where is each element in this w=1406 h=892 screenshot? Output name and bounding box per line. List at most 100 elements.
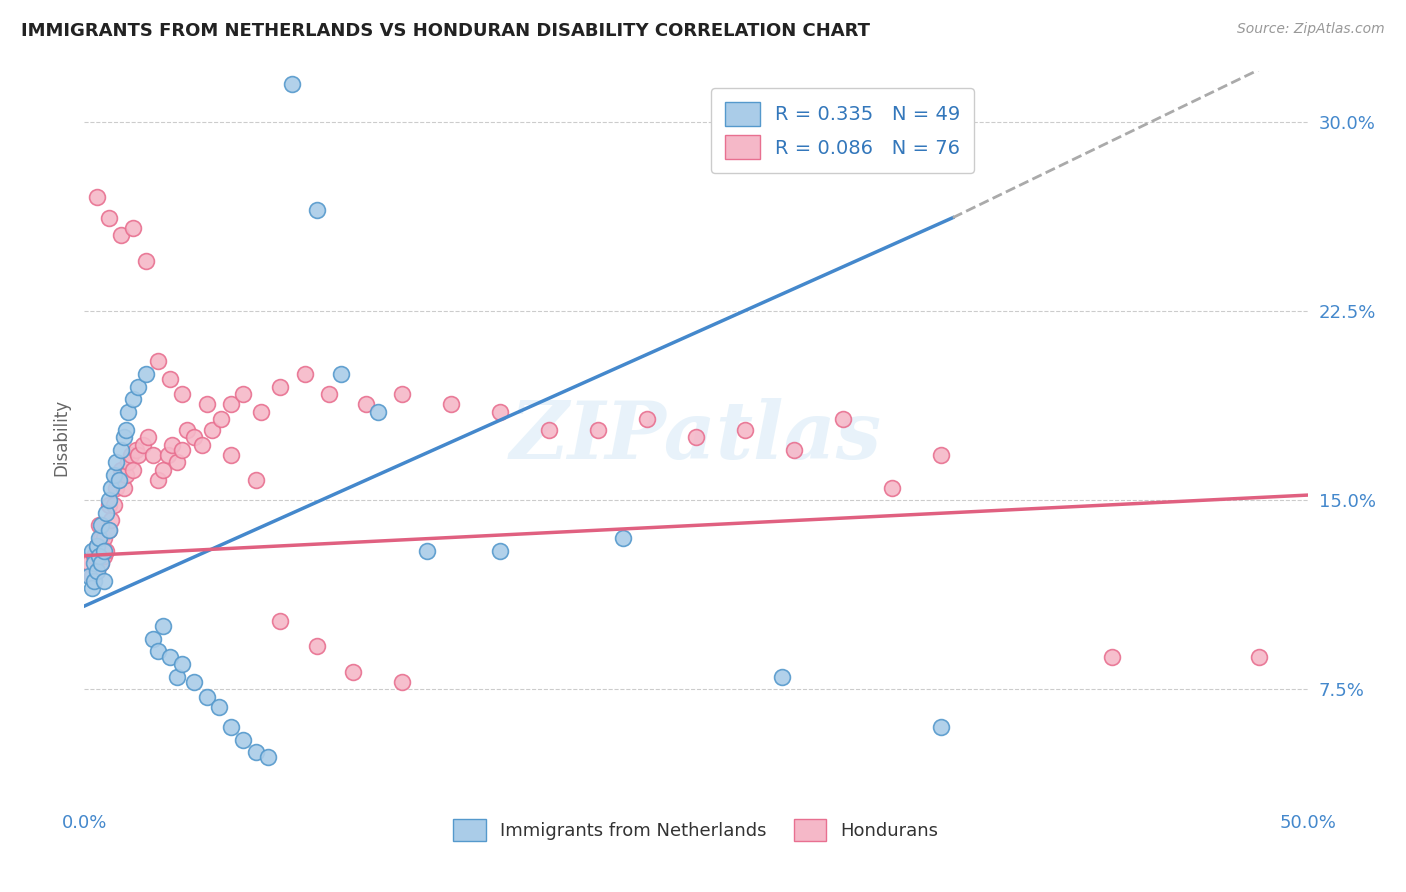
Point <box>1101 649 1123 664</box>
Point <box>142 632 165 646</box>
Point <box>538 423 561 437</box>
Point <box>90 518 112 533</box>
Point <box>107 473 129 487</box>
Point <box>305 203 328 218</box>
Point <box>195 397 218 411</box>
Point <box>87 531 110 545</box>
Point <box>200 423 222 437</box>
Point <box>219 397 242 411</box>
Point <box>127 448 149 462</box>
Point <box>135 367 157 381</box>
Point <box>172 657 194 671</box>
Point <box>110 228 132 243</box>
Point <box>110 463 132 477</box>
Point <box>86 190 108 204</box>
Point <box>122 463 145 477</box>
Point <box>281 77 304 91</box>
Point <box>142 448 165 462</box>
Point <box>416 543 439 558</box>
Point <box>90 531 112 545</box>
Point <box>97 493 120 508</box>
Point <box>127 379 149 393</box>
Point <box>183 430 205 444</box>
Point <box>1247 649 1270 664</box>
Point <box>176 423 198 437</box>
Point <box>172 442 194 457</box>
Point <box>489 405 512 419</box>
Point <box>159 649 181 664</box>
Text: IMMIGRANTS FROM NETHERLANDS VS HONDURAN DISABILITY CORRELATION CHART: IMMIGRANTS FROM NETHERLANDS VS HONDURAN … <box>21 22 870 40</box>
Point <box>97 211 120 225</box>
Point <box>96 506 118 520</box>
Point <box>305 640 328 654</box>
Point <box>136 430 159 444</box>
Point <box>93 574 115 588</box>
Point <box>80 569 103 583</box>
Point <box>195 690 218 704</box>
Point <box>734 423 756 437</box>
Point <box>249 405 271 419</box>
Point <box>100 513 122 527</box>
Point <box>586 423 609 437</box>
Point <box>135 253 157 268</box>
Point <box>97 524 120 538</box>
Point <box>112 430 135 444</box>
Point <box>257 750 280 764</box>
Point <box>172 387 194 401</box>
Point <box>685 430 707 444</box>
Point <box>117 455 139 469</box>
Point <box>191 437 214 451</box>
Point <box>219 720 242 734</box>
Point <box>110 442 132 457</box>
Point <box>83 556 105 570</box>
Point <box>105 455 128 469</box>
Point <box>87 518 110 533</box>
Point <box>156 448 179 462</box>
Point <box>80 543 103 558</box>
Point <box>152 463 174 477</box>
Point <box>103 498 125 512</box>
Point <box>80 582 103 596</box>
Point <box>354 397 377 411</box>
Point <box>489 543 512 558</box>
Point <box>93 543 115 558</box>
Point <box>183 674 205 689</box>
Point <box>342 665 364 679</box>
Point <box>93 549 115 563</box>
Text: ZIPatlas: ZIPatlas <box>510 399 882 475</box>
Point <box>77 569 100 583</box>
Point <box>929 448 952 462</box>
Point <box>90 556 112 570</box>
Point <box>318 387 340 401</box>
Point <box>146 473 169 487</box>
Point <box>93 531 115 545</box>
Point <box>146 644 169 658</box>
Point <box>86 564 108 578</box>
Point <box>269 379 291 393</box>
Point <box>103 467 125 482</box>
Point <box>120 448 142 462</box>
Point <box>152 619 174 633</box>
Point <box>112 481 135 495</box>
Legend: Immigrants from Netherlands, Hondurans: Immigrants from Netherlands, Hondurans <box>446 812 946 848</box>
Point <box>122 220 145 235</box>
Point <box>86 564 108 578</box>
Point <box>132 437 155 451</box>
Point <box>96 543 118 558</box>
Point <box>636 412 658 426</box>
Point <box>159 372 181 386</box>
Point <box>83 574 105 588</box>
Point <box>391 387 413 401</box>
Point <box>783 442 806 457</box>
Point <box>115 467 138 482</box>
Point <box>391 674 413 689</box>
Point <box>612 531 634 545</box>
Point <box>87 549 110 563</box>
Point <box>87 543 110 558</box>
Point <box>219 448 242 462</box>
Point <box>100 481 122 495</box>
Point <box>367 405 389 419</box>
Point <box>831 412 853 426</box>
Point <box>929 720 952 734</box>
Point <box>770 670 793 684</box>
